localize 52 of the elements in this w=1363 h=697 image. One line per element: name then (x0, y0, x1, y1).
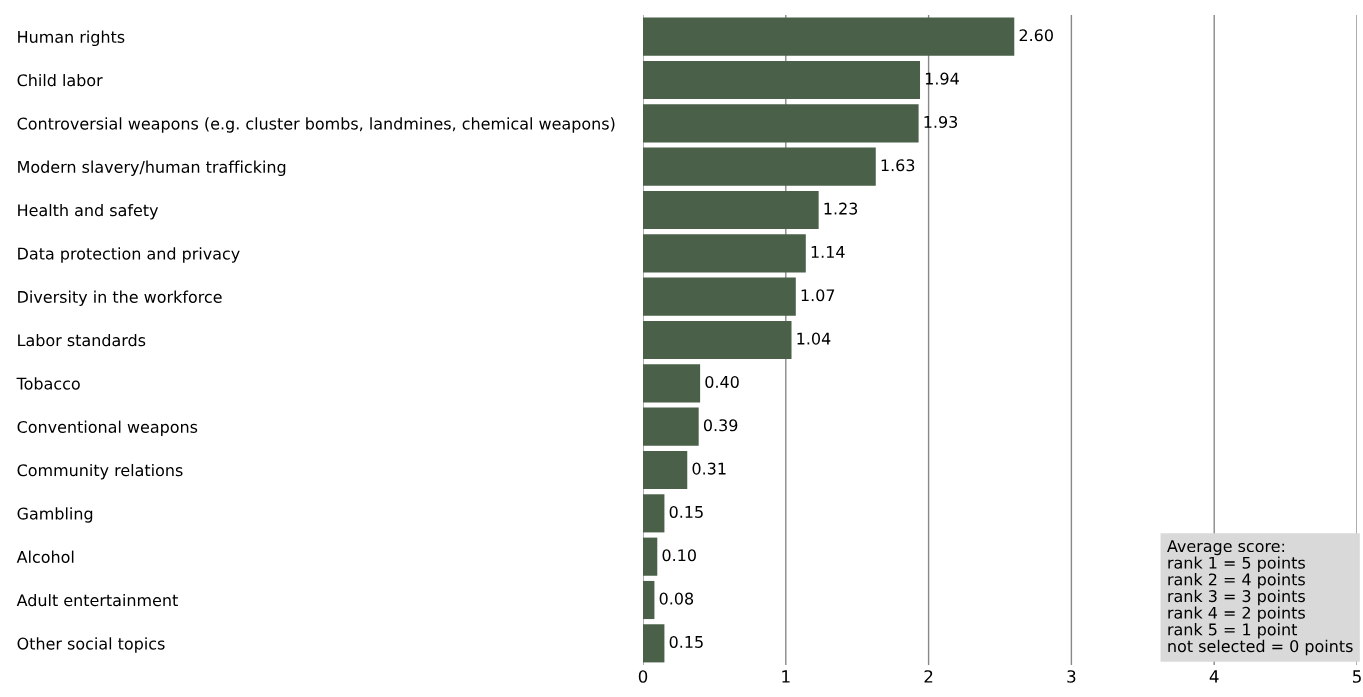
data-label: 0.15 (669, 635, 703, 648)
bar (643, 234, 806, 273)
bar (643, 494, 665, 533)
y-tick-label: Child labor (17, 73, 103, 87)
y-tick-label: Other social topics (17, 637, 165, 653)
y-tick-label: Tobacco (16, 377, 80, 390)
bar (643, 320, 792, 360)
y-tick-label: Human rights (18, 30, 125, 47)
data-label: 0.15 (669, 505, 703, 518)
x-tick-label: 5 (1352, 670, 1361, 683)
y-tick-label: Community relations (17, 463, 183, 480)
data-label: 1.94 (925, 72, 959, 85)
x-tick-label: 2 (924, 670, 933, 683)
y-tick-label: Conventional weapons (17, 420, 198, 437)
bar (643, 624, 665, 663)
bar (643, 407, 699, 446)
bar (643, 364, 701, 403)
y-tick-label: Controversial weapons (e.g. cluster bombs, landmines, chemical weapons) (17, 117, 615, 133)
data-label: 1.63 (881, 159, 915, 172)
x-tick-label: 1 (782, 670, 790, 683)
bar (643, 277, 796, 316)
bar (643, 537, 658, 576)
bar (643, 104, 919, 143)
y-tick-label: Health and safety (18, 203, 159, 220)
y-tick-label: Modern slavery/human trafficking (18, 160, 286, 177)
y-tick-label: Diversity in the workforce (18, 290, 222, 307)
bar (643, 450, 688, 490)
bar (643, 17, 1015, 56)
data-label: 0.31 (692, 462, 726, 475)
data-label: 0.40 (705, 375, 739, 388)
data-label: 1.07 (801, 289, 835, 302)
data-label: 1.04 (797, 332, 831, 345)
bar (643, 580, 655, 620)
annotation: Average score: rank 1 = 5 points rank 2 = 4 points rank 3 = 3 points rank 4 = 2 points rank 5 = 1 point not selected = 0 points (1167, 540, 1353, 656)
y-tick-label: Adult entertainment (16, 593, 178, 607)
x-tick-label: 0 (638, 670, 648, 683)
bar (643, 190, 819, 230)
y-tick-label: Data protection and privacy (18, 247, 240, 263)
data-label: 1.93 (924, 115, 958, 128)
data-label: 1.23 (824, 202, 858, 215)
data-label: 1.14 (811, 246, 845, 258)
y-tick-label: Labor standards (18, 333, 146, 347)
x-tick-label: 3 (1067, 670, 1076, 683)
y-tick-label: Alcohol (16, 550, 74, 563)
data-label: 0.10 (662, 549, 696, 562)
data-label: 0.39 (703, 419, 738, 432)
y-tick-label: Gambling (17, 507, 93, 523)
bar (643, 60, 921, 100)
data-label: 0.08 (659, 592, 694, 605)
data-label: 2.60 (1019, 29, 1053, 42)
bar (643, 147, 876, 186)
x-tick-label: 4 (1209, 670, 1219, 683)
